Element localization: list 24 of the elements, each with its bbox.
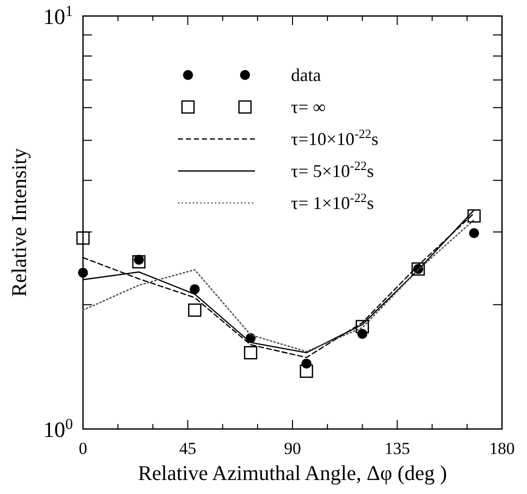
x-tick-label: 135 — [384, 439, 410, 458]
legend-label: τ= 1×10$^{-22}$s — [291, 191, 374, 213]
point — [78, 268, 88, 278]
legend-label: τ= ∞ — [291, 97, 326, 117]
x-axis-title: Relative Azimuthal Angle, Δφ (deg ) — [138, 461, 448, 485]
y-tick-label: 10$^{0}$ — [43, 416, 74, 442]
x-tick-label: 0 — [78, 439, 88, 458]
point — [190, 284, 200, 294]
point — [467, 209, 481, 223]
point — [76, 231, 90, 245]
y-axis-title: Relative Intensity — [7, 148, 31, 297]
legend-label: τ= 5×10$^{-22}$s — [291, 159, 374, 181]
point — [469, 228, 480, 238]
point — [188, 303, 202, 317]
point — [132, 255, 146, 268]
legend-label: data — [291, 65, 321, 85]
x-tick-label: 90 — [284, 439, 301, 458]
x-tick-label: 45 — [179, 439, 196, 458]
point — [356, 320, 369, 334]
x-tick-label: 180 — [489, 439, 515, 458]
y-tick-label: 10$^{1}$ — [43, 2, 73, 29]
legend-label: τ=10×10$^{-22}$s — [291, 127, 378, 149]
point — [300, 364, 314, 378]
point — [244, 346, 258, 360]
